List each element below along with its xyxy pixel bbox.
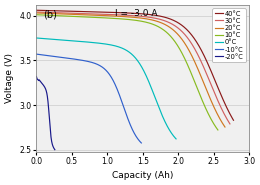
-10°C [35, 53, 38, 55]
-20°C [48, 122, 51, 124]
-20°C [53, 149, 56, 151]
Text: (b): (b) [43, 9, 57, 19]
Legend: 40°C, 30°C, 20°C, 10°C, 0°C, -10°C, -20°C: 40°C, 30°C, 20°C, 10°C, 0°C, -10°C, -20°… [212, 8, 246, 62]
-20°C [48, 123, 51, 125]
Line: 40°C: 40°C [36, 10, 233, 120]
30°C [174, 26, 178, 28]
-10°C [101, 66, 104, 68]
40°C [58, 10, 62, 12]
0°C [123, 48, 126, 50]
30°C [228, 123, 231, 125]
X-axis label: Capacity (Ah): Capacity (Ah) [112, 171, 173, 180]
0°C [80, 41, 83, 43]
40°C [178, 23, 181, 25]
0°C [174, 138, 178, 140]
-20°C [41, 83, 44, 85]
10°C [94, 16, 97, 18]
10°C [166, 32, 169, 34]
-10°C [76, 58, 80, 61]
20°C [172, 29, 175, 31]
30°C [112, 14, 115, 16]
40°C [113, 11, 116, 14]
-20°C [42, 85, 45, 87]
-10°C [110, 78, 114, 80]
Text: I = -3.0 A: I = -3.0 A [115, 9, 158, 18]
30°C [98, 13, 101, 15]
40°C [35, 9, 38, 11]
20°C [96, 14, 99, 16]
Line: 10°C: 10°C [36, 15, 218, 130]
Line: -20°C: -20°C [36, 77, 55, 150]
30°C [35, 11, 38, 13]
20°C [57, 13, 61, 15]
Line: -10°C: -10°C [36, 54, 141, 143]
10°C [107, 17, 110, 19]
10°C [35, 14, 38, 16]
20°C [171, 28, 174, 31]
30°C [58, 12, 61, 14]
0°C [90, 41, 93, 43]
20°C [109, 15, 113, 17]
Line: 30°C: 30°C [36, 12, 230, 124]
-10°C [111, 78, 114, 81]
0°C [136, 59, 139, 61]
30°C [157, 18, 160, 20]
30°C [176, 26, 179, 28]
40°C [99, 11, 102, 13]
0°C [52, 38, 55, 40]
20°C [35, 12, 38, 14]
10°C [149, 22, 152, 25]
10°C [216, 129, 219, 131]
Line: 0°C: 0°C [36, 38, 176, 139]
Line: 20°C: 20°C [36, 13, 225, 127]
0°C [35, 37, 38, 39]
20°C [153, 20, 157, 22]
20°C [223, 126, 226, 128]
-10°C [69, 58, 72, 60]
-10°C [48, 55, 51, 57]
10°C [167, 33, 170, 35]
40°C [159, 15, 162, 17]
40°C [232, 119, 235, 121]
40°C [177, 22, 180, 24]
10°C [57, 15, 60, 17]
0°C [136, 60, 139, 62]
-20°C [47, 101, 50, 103]
Y-axis label: Voltage (V): Voltage (V) [5, 53, 14, 103]
-20°C [35, 75, 38, 78]
-20°C [37, 79, 40, 81]
-10°C [140, 142, 143, 144]
